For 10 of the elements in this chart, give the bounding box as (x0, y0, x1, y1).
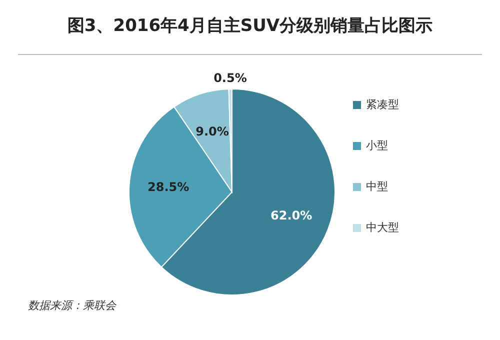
source-note: 数据来源：乘联会 (28, 298, 116, 313)
legend-label: 中型 (366, 179, 388, 194)
legend-label: 中大型 (366, 220, 399, 235)
chart-title: 图3、2016年4月自主SUV分级别销量占比图示 (66, 15, 434, 38)
data-label: 0.5% (214, 71, 247, 86)
legend-label: 紧凑型 (366, 97, 399, 112)
data-label: 28.5% (148, 180, 190, 194)
data-label: 62.0% (270, 208, 312, 223)
legend-label: 小型 (366, 138, 388, 153)
data-label: 9.0% (196, 124, 229, 138)
